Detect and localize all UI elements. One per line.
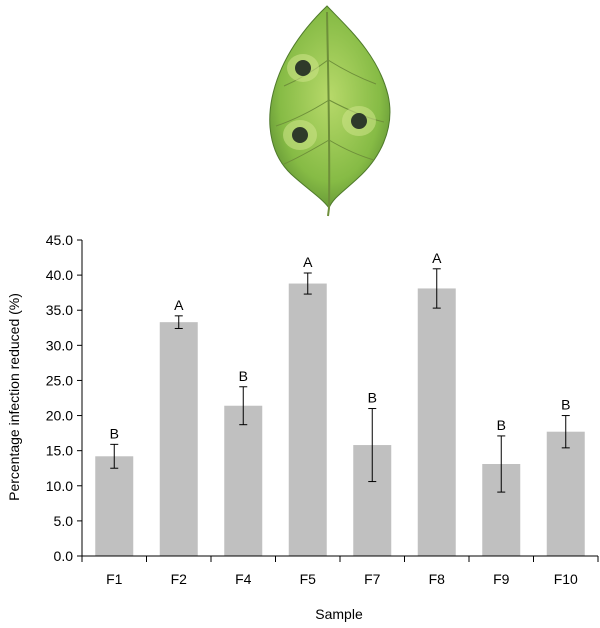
leaf-image <box>269 5 391 217</box>
bars <box>95 283 585 556</box>
significance-label: A <box>174 297 184 313</box>
y-tick-label: 35.0 <box>46 302 73 318</box>
significance-label: A <box>303 254 313 270</box>
significance-label: B <box>497 417 506 433</box>
x-tick-label: F4 <box>235 571 252 587</box>
significance-label: B <box>239 368 248 384</box>
x-axis: F1 F2 F4 F5 F7 F8 F9 F10 <box>81 555 599 587</box>
bar-f10 <box>546 431 585 556</box>
error-bar-f9 <box>497 435 506 493</box>
error-bar-f2 <box>174 315 183 329</box>
bar-f8 <box>417 288 456 556</box>
error-bar-f8 <box>432 268 441 309</box>
x-tick-label: F7 <box>364 571 381 587</box>
y-tick-label: 15.0 <box>46 443 73 459</box>
significance-labels: B A B A B A B B <box>110 250 571 442</box>
y-tick-label: 30.0 <box>46 337 73 353</box>
significance-label: B <box>110 425 119 441</box>
x-tick-label: F1 <box>106 571 123 587</box>
x-tick-label: F10 <box>554 571 578 587</box>
x-tick-label: F5 <box>300 571 317 587</box>
y-tick-label: 45.0 <box>46 232 73 248</box>
bar-f2 <box>159 322 198 556</box>
error-bar-f4 <box>239 386 248 426</box>
y-tick-label: 40.0 <box>46 267 73 283</box>
y-tick-label: 20.0 <box>46 408 73 424</box>
leaf-midrib <box>326 11 331 217</box>
bar-f1 <box>95 456 134 556</box>
x-tick-label: F2 <box>171 571 188 587</box>
y-tick-label: 25.0 <box>46 372 73 388</box>
error-bar-f10 <box>561 415 570 449</box>
bar-f5 <box>288 283 327 556</box>
bar-f4 <box>224 405 263 556</box>
y-tick-label: 10.0 <box>46 478 73 494</box>
y-axis: 0.0 5.0 10.0 15.0 20.0 25.0 30.0 35.0 40.0 45.0 <box>46 232 83 564</box>
error-bars <box>110 268 570 493</box>
error-bar-f7 <box>368 408 377 483</box>
significance-label: B <box>368 390 377 406</box>
error-bar-f5 <box>303 272 312 295</box>
significance-label: B <box>561 397 570 413</box>
lesion-spots <box>292 60 367 143</box>
error-bar-f1 <box>110 443 119 469</box>
y-axis-title: Percentage infection reduced (%) <box>6 293 22 501</box>
x-tick-label: F8 <box>429 571 446 587</box>
bar-chart: B A B A B A B B 0.0 5.0 10.0 15.0 20.0 25.0 30.0 35.0 4… <box>6 232 599 622</box>
y-tick-label: 5.0 <box>54 513 74 529</box>
significance-label: A <box>432 250 442 266</box>
x-axis-title: Sample <box>315 606 363 622</box>
x-tick-label: F9 <box>493 571 510 587</box>
y-tick-label: 0.0 <box>54 548 74 564</box>
